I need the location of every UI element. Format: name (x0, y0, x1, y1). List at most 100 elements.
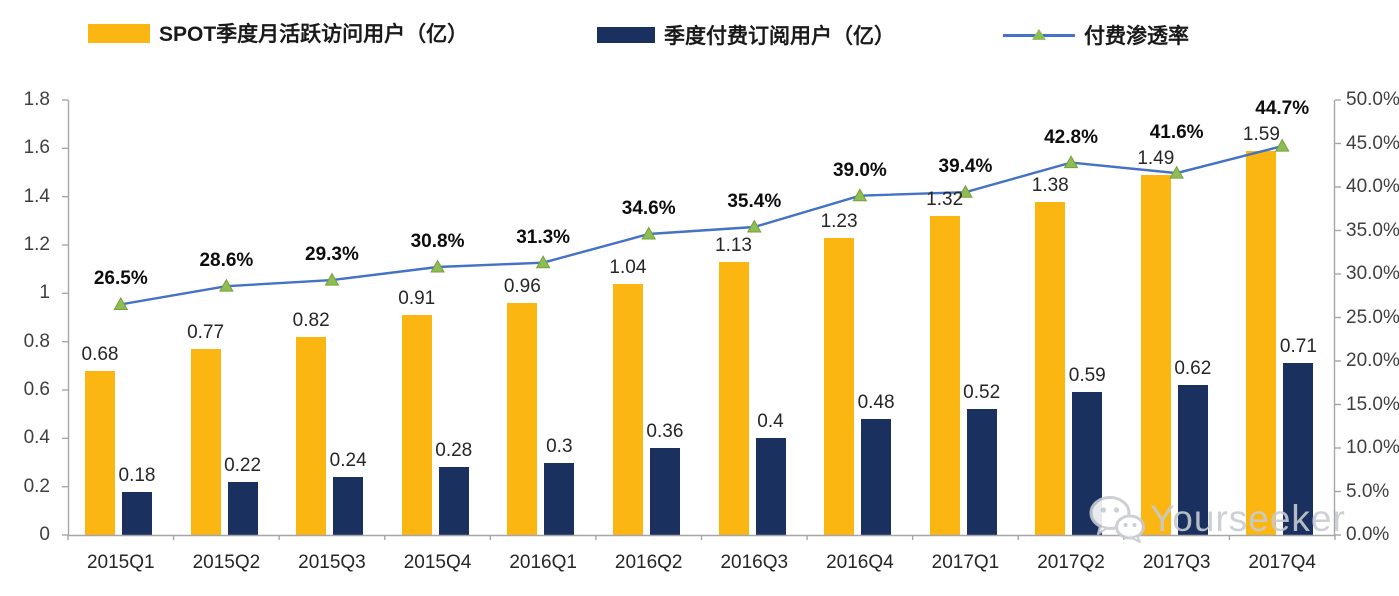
mau-bar (929, 216, 960, 535)
paid-value-label: 0.18 (118, 464, 156, 486)
x-axis-label: 2015Q2 (192, 552, 261, 573)
legend-item-mau: SPOT季度月活跃访问用户（亿） (88, 18, 468, 48)
wechat-icon (1089, 496, 1145, 543)
mau-bar (1140, 174, 1171, 535)
x-axis-label: 2017Q2 (1037, 552, 1105, 573)
penetration-label: 44.7% (1255, 97, 1310, 119)
mau-value-label: 1.04 (609, 256, 647, 278)
y-axis-right-tick-label: 5.0% (1346, 480, 1390, 502)
penetration-marker-triangle-icon (113, 296, 129, 310)
y-axis-right-tick-label: 15.0% (1346, 393, 1399, 415)
y-axis-right-tick-label: 45.0% (1346, 132, 1399, 154)
x-axis-label: 2016Q1 (509, 552, 577, 573)
x-axis-label: 2017Q3 (1142, 552, 1211, 573)
penetration-label: 28.6% (199, 250, 254, 272)
y-axis-right-tick-label: 25.0% (1346, 306, 1399, 328)
x-axis-label: 2015Q1 (86, 552, 155, 573)
penetration-marker-triangle-icon (852, 188, 868, 202)
y-axis-right-tick-label: 40.0% (1346, 176, 1399, 197)
paid-bar (755, 438, 786, 535)
legend-item-paid: 季度付费订阅用户（亿） (597, 20, 895, 50)
y-axis-left-tick-label: 1.2 (23, 234, 50, 255)
mau-value-label: 0.82 (292, 309, 330, 331)
paid-value-label: 0.48 (857, 392, 895, 413)
y-axis-left-tick-label: 1 (39, 282, 50, 304)
mau-value-label: 0.77 (187, 321, 225, 343)
paid-value-label: 0.36 (646, 421, 684, 442)
penetration-label: 39.0% (832, 159, 887, 181)
paid-bar (122, 491, 152, 535)
penetration-label: 39.4% (938, 156, 993, 178)
x-axis-label: 2015Q3 (298, 552, 366, 573)
y-axis-left-tick-label: 1.6 (23, 137, 50, 159)
mau-value-label: 1.59 (1242, 123, 1280, 145)
paid-bar (966, 409, 997, 535)
y-axis-left-tick-label: 1.8 (23, 89, 50, 110)
y-axis-left-tick-label: 0.8 (23, 330, 50, 352)
paid-value-label: 0.24 (329, 450, 367, 471)
penetration-marker-triangle-icon (641, 226, 657, 240)
paid-bar (227, 481, 258, 535)
paid-bar (333, 477, 364, 535)
paid-bar (649, 448, 680, 535)
mau-value-label: 1.32 (926, 189, 964, 210)
x-axis-label: 2016Q4 (826, 552, 894, 573)
paid-bar (438, 467, 469, 535)
penetration-marker-triangle-icon (1063, 155, 1079, 169)
paid-bar (544, 462, 575, 535)
mau-bar (718, 261, 749, 535)
mau-bar (612, 283, 643, 535)
y-axis-right-tick-label: 20.0% (1346, 350, 1399, 371)
watermark: Yourseeker (1088, 494, 1346, 544)
paid-value-label: 0.3 (546, 435, 573, 457)
paid-value-label: 0.4 (757, 411, 784, 433)
paid-value-label: 0.22 (224, 454, 262, 476)
paid-bar (861, 419, 892, 535)
paid-bar (1283, 363, 1314, 535)
y-axis-right-tick-label: 10.0% (1346, 437, 1399, 458)
y-axis-left-tick-label: 0.2 (23, 475, 50, 497)
mau-bar (296, 336, 327, 535)
mau-bar (190, 348, 221, 535)
y-axis-left-tick-label: 0 (39, 524, 50, 545)
y-axis-right-tick-label: 30.0% (1346, 263, 1399, 284)
x-axis-label: 2017Q4 (1248, 552, 1317, 573)
paid-value-label: 0.59 (1068, 365, 1106, 387)
paid-value-label: 0.28 (435, 440, 473, 462)
penetration-marker-triangle-icon (535, 255, 551, 269)
y-axis-left-tick-label: 0.4 (23, 427, 50, 449)
mau-value-label: 1.38 (1031, 174, 1069, 196)
watermark-text: Yourseeker (1150, 498, 1346, 539)
mau-bar (824, 237, 855, 535)
mau-bar (1246, 150, 1277, 535)
penetration-label: 29.3% (305, 244, 359, 266)
mau-legend-swatch (88, 23, 150, 43)
penetration-marker-triangle-icon (430, 259, 445, 273)
mau-value-label: 1.13 (715, 234, 752, 256)
penetration-label: 35.4% (727, 191, 782, 213)
mau-value-label: 0.68 (81, 343, 119, 365)
paid-value-label: 0.71 (1279, 336, 1317, 358)
mau-bar (507, 303, 538, 535)
y-axis-right-tick-label: 50.0% (1346, 89, 1399, 110)
mau-value-label: 1.23 (820, 210, 858, 232)
paid-value-label: 0.52 (963, 382, 1001, 404)
x-axis-label: 2017Q1 (931, 552, 1000, 573)
paid-legend-swatch (597, 27, 655, 43)
paid-value-label: 0.62 (1174, 358, 1212, 380)
y-axis-right-tick-label: 0.0% (1346, 524, 1390, 545)
mau-bar (85, 370, 115, 535)
penetration-label: 34.6% (621, 197, 676, 219)
legend-item-penetration: 付费渗透率 (1003, 20, 1189, 50)
x-axis-label: 2015Q4 (403, 552, 472, 573)
mau-value-label: 0.91 (398, 288, 436, 310)
mau-bar (1035, 201, 1066, 535)
penetration-marker-triangle-icon (324, 272, 340, 286)
triangle-marker-icon (1032, 28, 1046, 40)
mau-value-label: 0.96 (503, 276, 541, 297)
legend-label-mau: SPOT季度月活跃访问用户（亿） (159, 23, 469, 46)
paid-bar (1177, 385, 1208, 535)
x-axis-label: 2016Q2 (614, 552, 683, 573)
penetration-marker-triangle-icon (219, 278, 234, 292)
